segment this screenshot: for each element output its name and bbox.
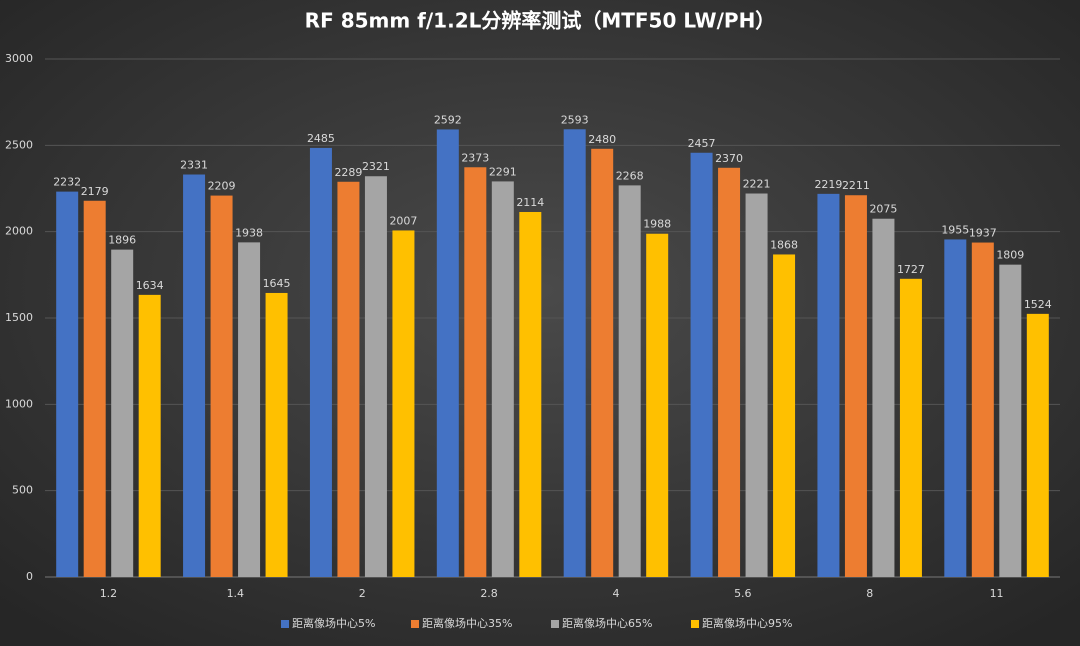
bar <box>238 242 261 577</box>
x-tick-label: 2.8 <box>480 587 498 600</box>
bar <box>944 239 967 578</box>
bar <box>436 129 459 577</box>
bar <box>899 278 922 577</box>
legend-marker <box>551 620 559 628</box>
bar <box>745 193 768 578</box>
data-label: 1809 <box>996 249 1024 262</box>
data-label: 2007 <box>389 214 417 227</box>
data-label: 1645 <box>263 277 291 290</box>
bar <box>563 129 586 577</box>
bar <box>464 167 487 577</box>
data-label: 2370 <box>715 152 743 165</box>
data-label: 2480 <box>588 133 616 146</box>
bar <box>183 174 206 577</box>
y-tick-label: 2000 <box>5 225 33 238</box>
data-label: 1868 <box>770 238 798 251</box>
bar <box>309 147 332 577</box>
y-tick-label: 2500 <box>5 138 33 151</box>
bar <box>690 152 713 577</box>
data-label: 1634 <box>136 279 164 292</box>
y-tick-label: 3000 <box>5 52 33 65</box>
bar <box>210 195 233 577</box>
data-label: 2592 <box>434 113 462 126</box>
x-tick-label: 5.6 <box>734 587 752 600</box>
data-label: 2114 <box>516 196 544 209</box>
data-label: 2209 <box>208 180 236 193</box>
bar <box>999 264 1022 577</box>
y-tick-label: 1500 <box>5 311 33 324</box>
data-label: 1524 <box>1024 298 1052 311</box>
x-tick-label: 4 <box>612 587 619 600</box>
y-tick-label: 0 <box>26 570 33 583</box>
data-label: 2331 <box>180 159 208 172</box>
data-label: 2593 <box>561 113 589 126</box>
bar <box>646 233 669 578</box>
legend-label: 距离像场中心65% <box>562 616 652 630</box>
bar <box>364 176 387 577</box>
bar <box>872 218 895 577</box>
data-label: 1896 <box>108 234 136 247</box>
legend-marker <box>411 620 419 628</box>
x-tick-label: 8 <box>866 587 873 600</box>
data-label: 1727 <box>897 263 925 276</box>
legend-label: 距离像场中心5% <box>292 616 375 630</box>
data-label: 2457 <box>688 137 716 150</box>
bar <box>138 294 161 577</box>
bar <box>265 292 288 577</box>
data-label: 1955 <box>941 223 969 236</box>
data-label: 1938 <box>235 226 263 239</box>
bar <box>773 254 796 577</box>
bar <box>392 230 415 577</box>
bar <box>519 211 542 577</box>
bar <box>337 181 360 578</box>
data-label: 2485 <box>307 132 335 145</box>
bar <box>844 195 867 577</box>
data-label: 2219 <box>814 178 842 191</box>
x-tick-label: 1.2 <box>100 587 118 600</box>
y-tick-label: 1000 <box>5 397 33 410</box>
data-label: 2291 <box>489 165 517 178</box>
bar <box>618 185 641 577</box>
data-label: 1937 <box>969 227 997 240</box>
bar <box>591 148 614 577</box>
data-label: 2373 <box>461 151 489 164</box>
bar <box>83 200 106 577</box>
data-label: 2321 <box>362 160 390 173</box>
data-label: 2268 <box>616 169 644 182</box>
data-label: 2179 <box>81 185 109 198</box>
x-tick-label: 11 <box>990 587 1004 600</box>
data-label: 2221 <box>743 178 771 191</box>
bar <box>718 167 741 577</box>
data-label: 2289 <box>334 166 362 179</box>
bar <box>817 193 840 577</box>
x-tick-label: 1.4 <box>227 587 245 600</box>
bar <box>56 191 79 577</box>
x-tick-label: 2 <box>359 587 366 600</box>
bar <box>971 242 994 577</box>
data-label: 2075 <box>869 203 897 216</box>
bar <box>1026 313 1049 577</box>
legend-label: 距离像场中心95% <box>702 616 792 630</box>
data-label: 2211 <box>842 179 870 192</box>
y-tick-label: 500 <box>12 484 33 497</box>
data-label: 2232 <box>53 176 81 189</box>
data-label: 1988 <box>643 218 671 231</box>
legend-label: 距离像场中心35% <box>422 616 512 630</box>
legend-marker <box>281 620 289 628</box>
bar <box>491 181 514 578</box>
chart-title: RF 85mm f/1.2L分辨率测试（MTF50 LW/PH） <box>305 9 776 33</box>
bar <box>111 249 134 577</box>
legend-marker <box>691 620 699 628</box>
